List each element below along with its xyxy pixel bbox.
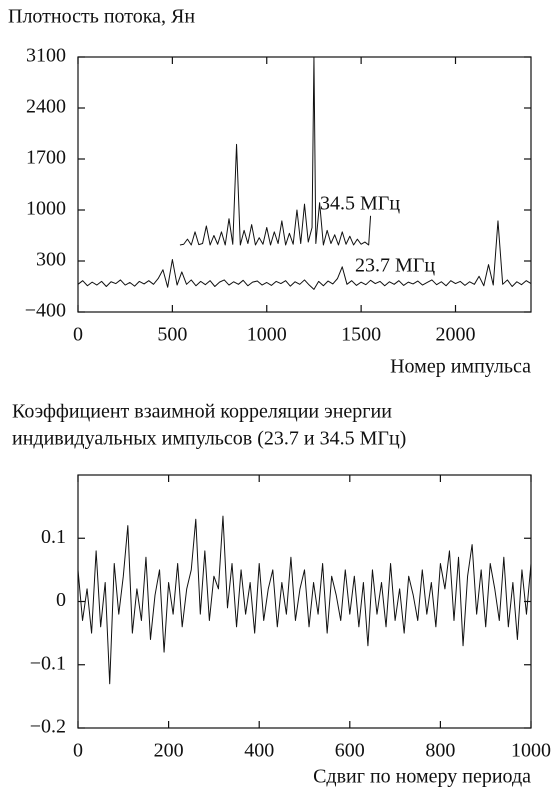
data-line — [77, 220, 532, 290]
x-tick-label: 600 — [335, 740, 365, 762]
x-axis-label: Сдвиг по номеру периода — [313, 766, 531, 788]
x-tick-label: 800 — [425, 740, 455, 762]
y-tick-label: −400 — [25, 300, 66, 322]
x-tick-label: 0 — [73, 324, 83, 346]
x-tick-label: 500 — [157, 324, 187, 346]
y-tick-label: −0.1 — [30, 652, 66, 674]
x-tick-label: 1500 — [341, 324, 381, 346]
y-tick-label: 0.1 — [41, 526, 66, 548]
chart-title: индивидуальных импульсов (23.7 и 34.5 МГ… — [12, 428, 406, 450]
x-tick-label: 1000 — [511, 740, 551, 762]
x-tick-label: 0 — [73, 740, 83, 762]
chart-title: Коэффициент взаимной корреляции энергии — [12, 401, 392, 423]
y-tick-label: 1700 — [26, 147, 66, 169]
y-tick-label: 300 — [36, 249, 66, 271]
series-label: 23.7 МГц — [355, 255, 435, 277]
x-tick-label: 2000 — [436, 324, 476, 346]
y-tick-label: 2400 — [26, 96, 66, 118]
y-tick-label: 1000 — [26, 198, 66, 220]
y-tick-label: 0 — [56, 589, 66, 611]
x-tick-label: 400 — [244, 740, 274, 762]
data-line — [77, 515, 532, 685]
x-tick-label: 1000 — [247, 324, 287, 346]
y-tick-label: −0.2 — [30, 716, 66, 738]
y-tick-label: 3100 — [26, 45, 66, 67]
plot-frame — [77, 56, 532, 313]
series-label: 34.5 МГц — [320, 193, 400, 215]
x-tick-label: 200 — [154, 740, 184, 762]
y-axis-label: Плотность потока, Ян — [8, 6, 195, 28]
x-axis-label: Номер импульса — [390, 356, 531, 378]
plot-frame — [77, 474, 532, 729]
data-line — [179, 56, 372, 246]
